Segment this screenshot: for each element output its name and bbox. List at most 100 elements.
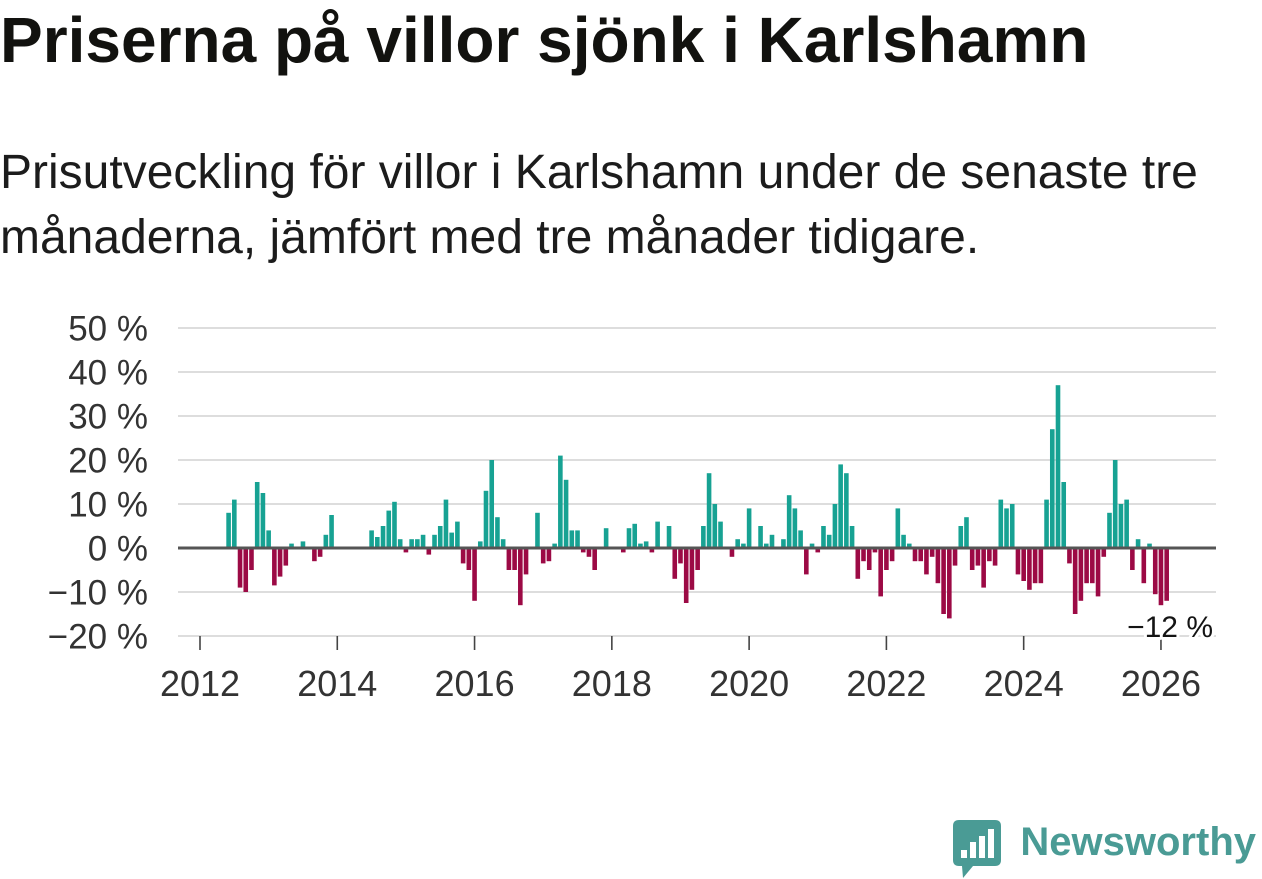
bar [655, 521, 660, 548]
bar [1038, 548, 1044, 584]
bar [249, 548, 254, 570]
bar [792, 508, 798, 548]
bar [987, 548, 992, 562]
logo-bar [961, 850, 968, 858]
bar [1078, 548, 1084, 601]
bar [512, 548, 517, 570]
x-tick-label: 2024 [984, 663, 1064, 704]
bar [392, 501, 397, 548]
bar [741, 543, 746, 548]
brand-name: Newsworthy [1020, 820, 1256, 864]
bar [769, 534, 775, 548]
bar [861, 548, 866, 562]
bar [1032, 548, 1038, 584]
bar [260, 493, 266, 548]
bar [603, 528, 609, 548]
bar [312, 548, 317, 562]
bar [375, 537, 380, 548]
bar [1044, 499, 1049, 548]
x-tick-label: 2026 [1121, 663, 1201, 704]
bar [855, 548, 861, 579]
bar [1152, 548, 1158, 595]
bar [718, 521, 723, 548]
bar [958, 526, 964, 548]
bar [1055, 385, 1061, 548]
bar [455, 521, 460, 548]
bar [397, 539, 403, 548]
bar [866, 548, 872, 570]
bar [500, 539, 506, 548]
bar [489, 460, 495, 548]
chart-subtitle: Prisutveckling för villor i Karlshamn un… [0, 146, 1198, 264]
bar [323, 534, 329, 548]
bar [432, 534, 437, 548]
bar [638, 543, 643, 548]
bar [243, 548, 249, 592]
bar [1004, 508, 1009, 548]
bar [1130, 548, 1135, 570]
bar [477, 541, 483, 548]
bar [1072, 548, 1078, 614]
x-tick-label: 2014 [297, 663, 377, 704]
y-tick-label: 10 % [68, 486, 148, 525]
bar [666, 526, 672, 548]
bar [832, 504, 838, 548]
y-tick-label: 50 % [68, 310, 148, 349]
bar [1112, 460, 1118, 548]
bar [1107, 512, 1112, 548]
bar [1027, 548, 1032, 590]
bar [586, 548, 592, 557]
bar [981, 548, 986, 588]
bar [678, 548, 683, 564]
bar [1084, 548, 1089, 584]
bar [701, 526, 706, 548]
y-axis: 50 % 40 % 30 % 20 % 10 % 0 % −10 % −20 % [48, 310, 148, 657]
bar [735, 539, 740, 548]
bar [329, 515, 334, 548]
bar [695, 548, 700, 570]
bar [420, 534, 426, 548]
bar [1049, 429, 1055, 548]
bar [289, 543, 294, 548]
bar [1095, 548, 1101, 597]
bar [804, 548, 809, 575]
bar [689, 548, 695, 590]
bar [232, 499, 237, 548]
bar [1009, 504, 1015, 548]
bar [495, 517, 500, 548]
bar [849, 526, 855, 548]
bar [1147, 543, 1152, 548]
bar [821, 526, 826, 548]
chart-title: Priserna på villor sjönk i Karlshamn [0, 4, 1089, 76]
bar [809, 543, 815, 548]
bar [472, 548, 477, 601]
bar-chart: 50 %40 %30 %20 %10 %0 %−10 %−20 % 2012 20… [48, 310, 1216, 704]
bar [798, 530, 803, 548]
bar [1067, 548, 1072, 564]
bar [552, 543, 557, 548]
bar [706, 473, 712, 548]
bar [1141, 548, 1147, 584]
bar [895, 508, 901, 548]
bar [226, 512, 231, 548]
bar [952, 548, 958, 566]
x-tick-label: 2016 [435, 663, 515, 704]
logo-bar [970, 842, 977, 858]
bar [844, 473, 849, 548]
newsworthy-logo-icon [953, 820, 1002, 878]
bar [540, 548, 546, 564]
bar [237, 548, 243, 588]
bar [935, 548, 941, 584]
bar [975, 548, 981, 566]
bar [649, 548, 655, 553]
bar [1118, 504, 1124, 548]
bar [872, 548, 878, 553]
bar [483, 490, 489, 548]
bar [506, 548, 512, 570]
y-tick-label: −20 % [48, 618, 148, 657]
bar [437, 526, 443, 548]
bar [580, 548, 586, 553]
newsworthy-logo: Newsworthy [953, 818, 1256, 878]
bar [1090, 548, 1095, 584]
bar [460, 548, 466, 564]
